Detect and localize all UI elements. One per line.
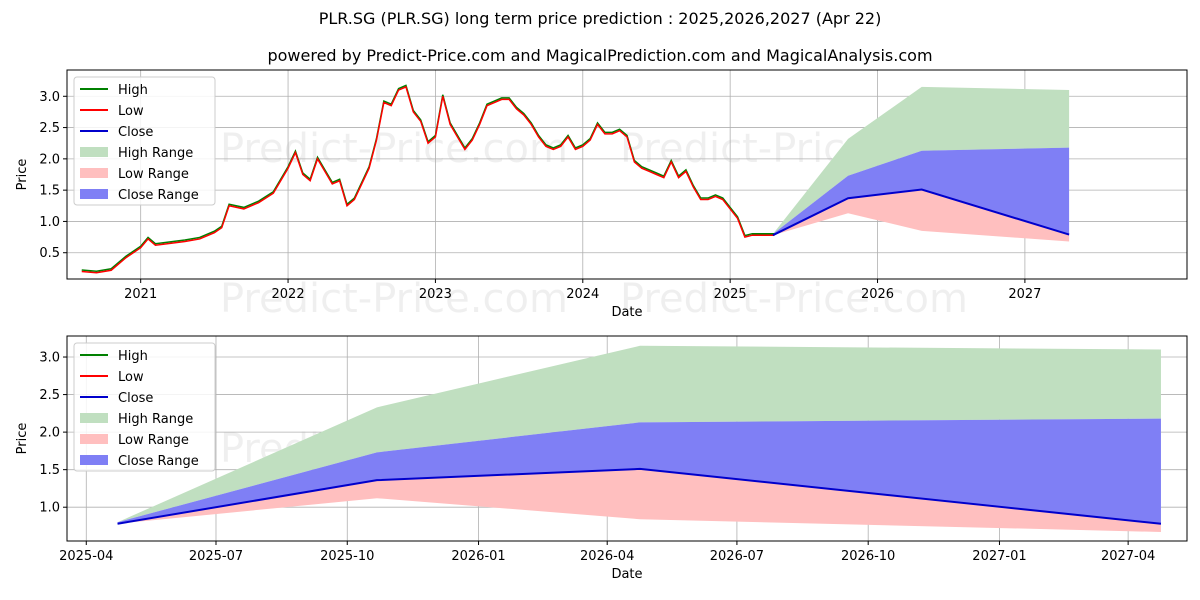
y-tick-label: 1.0	[39, 501, 60, 516]
low-range-band	[772, 189, 1070, 242]
panel-1: Predict-Price.com Predict-Price.com Predic…	[15, 69, 1188, 322]
y-tick-label: 2.5	[39, 121, 60, 136]
legend: High Low Close High Range Low Range Close Ran…	[73, 342, 216, 472]
x-tick-label: 2026-04	[580, 549, 634, 564]
chart-title: PLR.SG (PLR.SG) long term price predicti…	[318, 9, 882, 28]
legend-low-label: Low	[118, 370, 144, 385]
legend-high-label: High	[118, 349, 148, 364]
x-tick-label: 2021	[124, 287, 157, 302]
x-tick-label: 2026-10	[841, 549, 895, 564]
close-range-band	[772, 147, 1070, 236]
low-range-band	[117, 468, 1161, 532]
legend-close-range-swatch	[80, 455, 108, 465]
axes-frame	[66, 69, 1188, 280]
legend-low-range-swatch	[80, 434, 108, 444]
y-axis-label: Price	[15, 159, 30, 191]
legend-box	[73, 76, 216, 206]
y-tick-label: 1.0	[39, 215, 60, 230]
x-axis-label: Date	[611, 305, 642, 320]
axes-frame	[66, 335, 1188, 542]
x-tick-label: 2024	[566, 287, 599, 302]
x-tick-label: 2026	[861, 287, 894, 302]
legend-low-range-label: Low Range	[118, 167, 189, 182]
y-tick-label: 1.5	[39, 463, 60, 478]
x-tick-label: 2022	[272, 287, 305, 302]
watermark-text: Predict-Price.com	[220, 276, 568, 322]
x-tick-label: 2025-10	[320, 549, 374, 564]
x-tick-label: 2027-01	[972, 549, 1026, 564]
legend-high-range-label: High Range	[118, 146, 193, 161]
legend-close-range-label: Close Range	[118, 188, 199, 203]
legend: High Low Close High Range Low Range Close Ran…	[73, 76, 216, 206]
x-tick-label: 2025-04	[59, 549, 113, 564]
y-tick-label: 0.5	[39, 246, 60, 261]
y-tick-label: 2.0	[39, 426, 60, 441]
close-forecast-line	[772, 188, 1070, 237]
legend-close-label: Close	[118, 125, 153, 140]
panel-2: Predict-Price.comPredict-Price.com2025-0…	[15, 335, 1188, 582]
close-range-band	[117, 418, 1161, 524]
chart-subtitle: powered by Predict-Price.com and Magical…	[267, 46, 933, 65]
x-tick-label: 2025	[714, 287, 747, 302]
x-tick-label: 2026-07	[710, 549, 764, 564]
legend-low-range-swatch	[80, 168, 108, 178]
watermark-text: Predict-Price.com	[220, 126, 568, 172]
legend-low-label: Low	[118, 104, 144, 119]
legend-high-range-swatch	[80, 147, 108, 157]
y-tick-label: 1.5	[39, 184, 60, 199]
x-axis-label: Date	[611, 567, 642, 582]
x-tick-label: 2025-07	[189, 549, 243, 564]
legend-low-range-label: Low Range	[118, 433, 189, 448]
legend-high-range-label: High Range	[118, 412, 193, 427]
y-tick-label: 3.0	[39, 90, 60, 105]
legend-box	[73, 342, 216, 472]
legend-high-label: High	[118, 83, 148, 98]
legend-high-range-swatch	[80, 413, 108, 423]
x-tick-label: 2026-01	[451, 549, 505, 564]
y-tick-label: 3.0	[39, 351, 60, 366]
close-forecast-line	[117, 467, 1162, 525]
x-tick-label: 2027	[1008, 287, 1041, 302]
y-tick-label: 2.0	[39, 152, 60, 167]
watermark-text: Predict-Price.com	[620, 276, 968, 322]
x-tick-label: 2027-04	[1101, 549, 1155, 564]
y-axis-label: Price	[15, 423, 30, 455]
high-range-band	[117, 345, 1161, 523]
legend-close-range-label: Close Range	[118, 454, 199, 469]
legend-close-label: Close	[118, 391, 153, 406]
legend-close-range-swatch	[80, 189, 108, 199]
y-tick-label: 2.5	[39, 388, 60, 403]
x-tick-label: 2023	[419, 287, 452, 302]
high-range-band	[772, 86, 1070, 234]
